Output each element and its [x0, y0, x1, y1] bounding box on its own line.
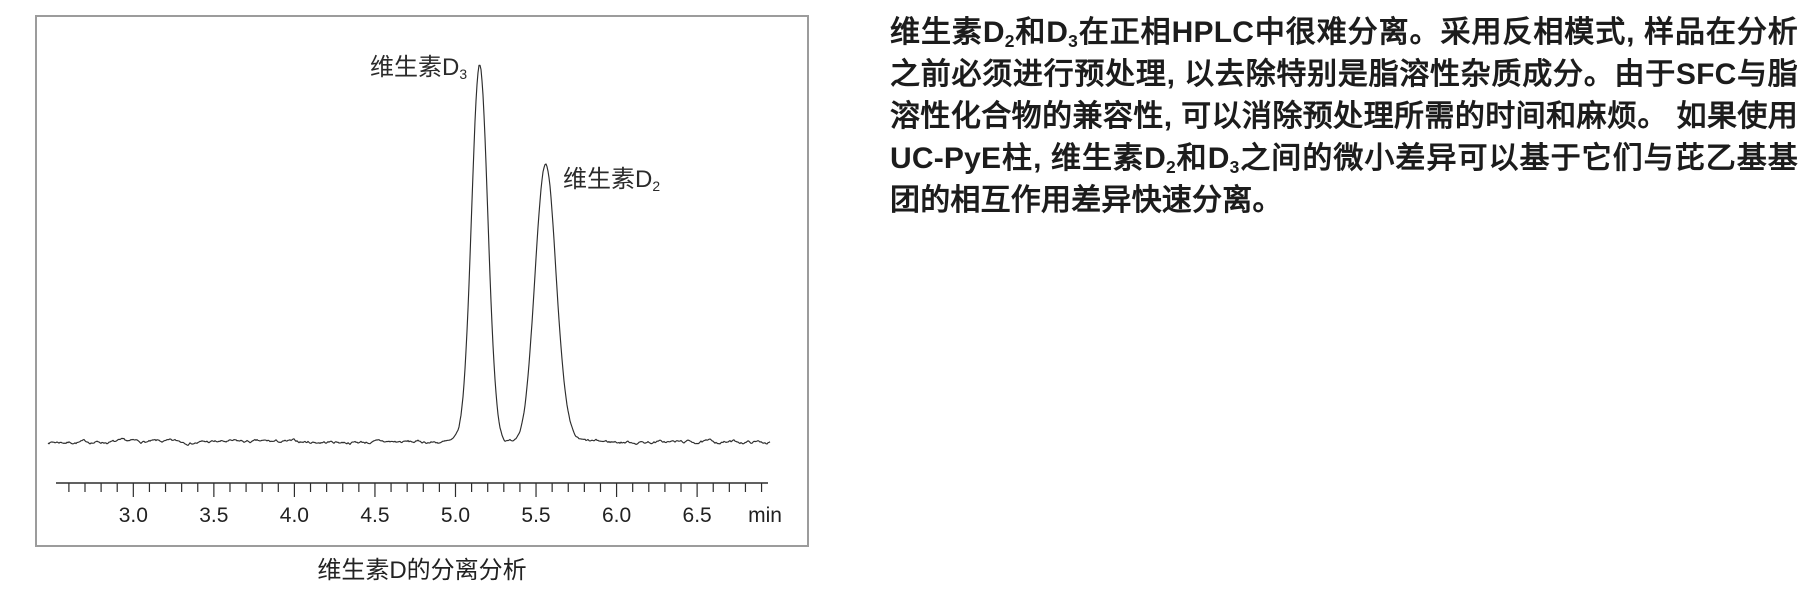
- chromatogram-figure: 3.0 3.5 4.0 4.5 5.0 5.5 6.0 6.5 min 维生素D3 维生素D2: [35, 15, 809, 547]
- peak-label-vitamin-d2: 维生素D2: [563, 166, 661, 194]
- peak-label-subscript: 2: [652, 177, 661, 194]
- x-tick-label: 6.0: [602, 504, 631, 527]
- x-tick-label: 5.5: [521, 504, 550, 527]
- x-tick-label: 3.0: [119, 504, 148, 527]
- peak-label-text: 维生素D: [370, 54, 460, 81]
- x-axis-unit-label: min: [748, 504, 782, 527]
- chromatogram-plot: 3.0 3.5 4.0 4.5 5.0 5.5 6.0 6.5 min: [47, 64, 782, 527]
- x-tick-label: 6.5: [683, 504, 712, 527]
- peak-label-text: 维生素D: [563, 166, 653, 193]
- x-tick-label: 5.0: [441, 504, 470, 527]
- peak-label-subscript: 3: [459, 65, 468, 82]
- x-tick-label: 4.0: [280, 504, 309, 527]
- x-tick-label: 3.5: [199, 504, 228, 527]
- chromatogram-trace: [47, 64, 771, 446]
- description-paragraph: 维生素D2和D3在正相HPLC中很难分离。采用反相模式, 样品在分析之前必须进行…: [890, 16, 1798, 217]
- figure-caption: 维生素D的分离分析: [317, 557, 527, 584]
- peak-label-vitamin-d3: 维生素D3: [370, 54, 468, 82]
- x-tick-label: 4.5: [360, 504, 389, 527]
